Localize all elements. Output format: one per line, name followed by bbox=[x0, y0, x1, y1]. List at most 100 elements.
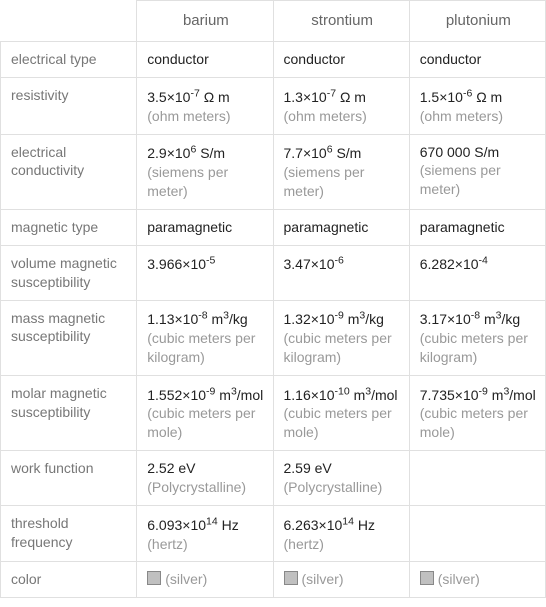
cell-value: paramagnetic bbox=[284, 219, 369, 235]
column-header: strontium bbox=[273, 1, 409, 42]
cell-value: 1.13×10-8 m3/kg bbox=[147, 311, 247, 327]
table-cell: 1.32×10-9 m3/kg (cubic meters per kilogr… bbox=[273, 300, 409, 375]
table-cell: (silver) bbox=[137, 562, 273, 598]
table-cell: (silver) bbox=[409, 562, 545, 598]
cell-value: 1.3×10-7 Ω m bbox=[284, 89, 366, 105]
table-cell: conductor bbox=[273, 42, 409, 78]
cell-value: 670 000 S/m bbox=[420, 144, 499, 160]
cell-value: paramagnetic bbox=[147, 219, 232, 235]
cell-value: 3.966×10-5 bbox=[147, 256, 215, 272]
cell-unit: (siemens per meter) bbox=[147, 164, 228, 199]
table-cell: 1.5×10-6 Ω m (ohm meters) bbox=[409, 78, 545, 134]
cell-value: (silver) bbox=[438, 571, 480, 587]
table-cell: 7.735×10-9 m3/mol (cubic meters per mole… bbox=[409, 375, 545, 450]
cell-unit: (hertz) bbox=[147, 536, 187, 552]
table-cell: 3.17×10-8 m3/kg (cubic meters per kilogr… bbox=[409, 300, 545, 375]
cell-value: 6.093×1014 Hz bbox=[147, 517, 238, 533]
table-cell: 3.47×10-6 bbox=[273, 245, 409, 300]
table-row: electrical conductivity 2.9×106 S/m (siem… bbox=[1, 134, 546, 209]
row-label: volume magnetic susceptibility bbox=[1, 245, 137, 300]
column-header: barium bbox=[137, 1, 273, 42]
cell-unit: (hertz) bbox=[284, 536, 324, 552]
cell-value: (silver) bbox=[165, 571, 207, 587]
cell-unit: (ohm meters) bbox=[147, 108, 230, 124]
table-body: electrical type conductor conductor conduct… bbox=[1, 42, 546, 598]
table-cell: 1.13×10-8 m3/kg (cubic meters per kilogr… bbox=[137, 300, 273, 375]
table-row: work function2.52 eV (Polycrystalline)2.… bbox=[1, 451, 546, 506]
row-label: color bbox=[1, 562, 137, 598]
cell-value: 2.59 eV bbox=[284, 460, 332, 476]
table-cell: 1.3×10-7 Ω m (ohm meters) bbox=[273, 78, 409, 134]
row-label: work function bbox=[1, 451, 137, 506]
table-cell: 7.7×106 S/m (siemens per meter) bbox=[273, 134, 409, 209]
cell-unit: (cubic meters per mole) bbox=[420, 405, 528, 440]
cell-unit: (cubic meters per mole) bbox=[284, 405, 392, 440]
cell-unit: (cubic meters per kilogram) bbox=[147, 330, 255, 365]
table-cell bbox=[409, 506, 545, 562]
table-cell: conductor bbox=[409, 42, 545, 78]
table-header-row: barium strontium plutonium bbox=[1, 1, 546, 42]
table-cell bbox=[409, 451, 545, 506]
table-cell: paramagnetic bbox=[409, 209, 545, 245]
color-swatch bbox=[147, 571, 161, 585]
cell-value: 7.7×106 S/m bbox=[284, 145, 362, 161]
cell-value: 1.32×10-9 m3/kg bbox=[284, 311, 384, 327]
table-cell: (silver) bbox=[273, 562, 409, 598]
cell-value: 2.9×106 S/m bbox=[147, 145, 225, 161]
cell-value: conductor bbox=[147, 51, 208, 67]
cell-value: 3.17×10-8 m3/kg bbox=[420, 311, 520, 327]
row-label: mass magnetic susceptibility bbox=[1, 300, 137, 375]
cell-value: 6.263×1014 Hz bbox=[284, 517, 375, 533]
cell-value: 1.16×10-10 m3/mol bbox=[284, 387, 398, 403]
cell-unit: (siemens per meter) bbox=[420, 162, 501, 197]
table-cell: 2.59 eV (Polycrystalline) bbox=[273, 451, 409, 506]
cell-value: 2.52 eV bbox=[147, 460, 195, 476]
row-label: electrical type bbox=[1, 42, 137, 78]
cell-unit: (cubic meters per kilogram) bbox=[420, 330, 528, 365]
column-header: plutonium bbox=[409, 1, 545, 42]
table-cell: 1.16×10-10 m3/mol (cubic meters per mole… bbox=[273, 375, 409, 450]
table-cell: 6.282×10-4 bbox=[409, 245, 545, 300]
cell-unit: (Polycrystalline) bbox=[284, 479, 383, 495]
table-cell: 2.52 eV (Polycrystalline) bbox=[137, 451, 273, 506]
cell-value: (silver) bbox=[302, 571, 344, 587]
row-label: threshold frequency bbox=[1, 506, 137, 562]
table-cell: 6.093×1014 Hz (hertz) bbox=[137, 506, 273, 562]
table-cell: 3.5×10-7 Ω m (ohm meters) bbox=[137, 78, 273, 134]
table-cell: 1.552×10-9 m3/mol (cubic meters per mole… bbox=[137, 375, 273, 450]
row-label: molar magnetic susceptibility bbox=[1, 375, 137, 450]
table-row: electrical type conductor conductor conduct… bbox=[1, 42, 546, 78]
cell-value: 6.282×10-4 bbox=[420, 256, 488, 272]
header-corner bbox=[1, 1, 137, 42]
properties-table: barium strontium plutonium electrical ty… bbox=[0, 0, 546, 598]
table-cell: paramagnetic bbox=[137, 209, 273, 245]
table-row: resistivity3.5×10-7 Ω m (ohm meters)1.3×… bbox=[1, 78, 546, 134]
color-swatch bbox=[284, 571, 298, 585]
cell-value: conductor bbox=[284, 51, 345, 67]
table-row: mass magnetic susceptibility1.13×10-8 m3… bbox=[1, 300, 546, 375]
cell-value: paramagnetic bbox=[420, 219, 505, 235]
table-row: magnetic type paramagnetic paramagnetic par… bbox=[1, 209, 546, 245]
cell-unit: (cubic meters per mole) bbox=[147, 405, 255, 440]
cell-value: conductor bbox=[420, 51, 481, 67]
table-row: threshold frequency6.093×1014 Hz (hertz)… bbox=[1, 506, 546, 562]
cell-value: 3.5×10-7 Ω m bbox=[147, 89, 229, 105]
cell-unit: (Polycrystalline) bbox=[147, 479, 246, 495]
table-cell: paramagnetic bbox=[273, 209, 409, 245]
cell-value: 1.5×10-6 Ω m bbox=[420, 89, 502, 105]
table-row: color (silver) (silver) (silver) bbox=[1, 562, 546, 598]
cell-unit: (siemens per meter) bbox=[284, 164, 365, 199]
cell-value: 1.552×10-9 m3/mol bbox=[147, 387, 263, 403]
cell-unit: (ohm meters) bbox=[420, 108, 503, 124]
cell-unit: (ohm meters) bbox=[284, 108, 367, 124]
table-row: molar magnetic susceptibility1.552×10-9 … bbox=[1, 375, 546, 450]
table-cell: conductor bbox=[137, 42, 273, 78]
table-cell: 3.966×10-5 bbox=[137, 245, 273, 300]
table-cell: 670 000 S/m (siemens per meter) bbox=[409, 134, 545, 209]
color-swatch bbox=[420, 571, 434, 585]
row-label: magnetic type bbox=[1, 209, 137, 245]
table-cell: 6.263×1014 Hz (hertz) bbox=[273, 506, 409, 562]
table-row: volume magnetic susceptibility 3.966×10-5… bbox=[1, 245, 546, 300]
row-label: resistivity bbox=[1, 78, 137, 134]
row-label: electrical conductivity bbox=[1, 134, 137, 209]
